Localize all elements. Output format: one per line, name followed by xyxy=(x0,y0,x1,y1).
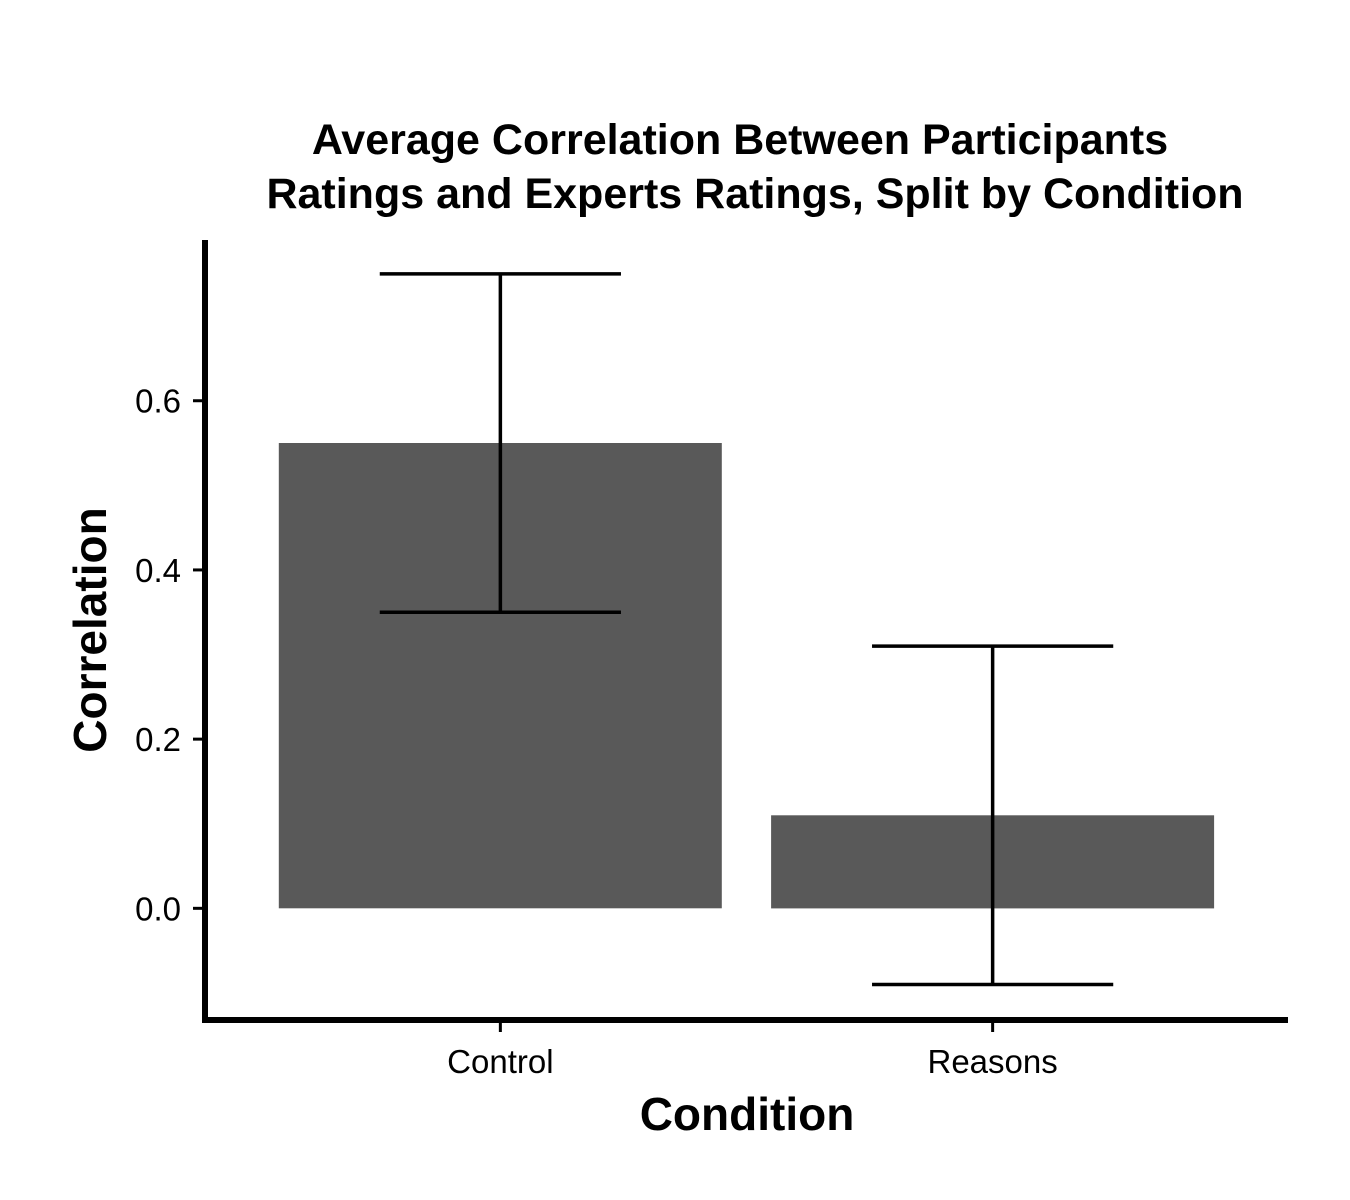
chart-title-line-1: Average Correlation Between Participants xyxy=(312,116,1168,164)
x-tick-label-control: Control xyxy=(447,1043,553,1080)
x-ticks-group: Control Reasons xyxy=(447,1020,1058,1080)
y-axis-title: Correlation xyxy=(64,507,116,752)
y-tick-label: 0.2 xyxy=(135,721,181,758)
chart-title-line-2: Ratings and Experts Ratings, Split by Co… xyxy=(266,170,1243,218)
y-tick-label: 0.4 xyxy=(135,552,181,589)
x-tick-label-reasons: Reasons xyxy=(928,1043,1058,1080)
axes-group xyxy=(202,240,1288,1023)
y-ticks-group: 0.0 0.2 0.4 0.6 xyxy=(135,383,205,927)
x-axis-title: Condition xyxy=(640,1088,855,1140)
bars-group xyxy=(278,443,1215,909)
y-tick-label: 0.6 xyxy=(135,383,181,420)
y-tick-label: 0.0 xyxy=(135,890,181,927)
error-bars-group xyxy=(379,272,1114,987)
